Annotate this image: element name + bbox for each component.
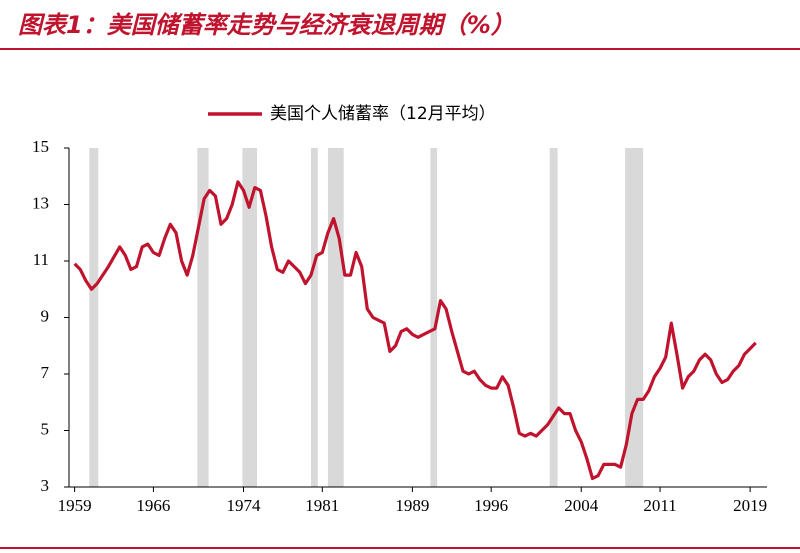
recession-band (327, 148, 344, 487)
legend-label: 美国个人储蓄率（12月平均） (270, 104, 496, 124)
x-tick-label: 1966 (136, 496, 170, 515)
chart-title: 图表1：美国储蓄率走势与经济衰退周期（%） (18, 11, 515, 39)
x-tick-label: 1981 (305, 496, 339, 515)
recession-band (242, 148, 258, 487)
recession-band (197, 148, 209, 487)
x-tick-label: 1996 (474, 496, 508, 515)
y-tick-label: 9 (41, 306, 50, 325)
recession-band (430, 148, 438, 487)
y-tick-label: 11 (33, 250, 49, 269)
x-tick-label: 1989 (395, 496, 429, 515)
x-tick-label: 2004 (564, 496, 599, 515)
x-tick-label: 2019 (733, 496, 767, 515)
x-tick-label: 1974 (227, 496, 262, 515)
x-tick-label: 1959 (58, 496, 92, 515)
y-tick-label: 13 (32, 193, 49, 212)
y-tick-label: 15 (32, 137, 49, 156)
series-line (73, 180, 757, 481)
x-tick-label: 2011 (643, 496, 676, 515)
recession-band (625, 148, 644, 487)
y-tick-label: 3 (41, 476, 50, 495)
recession-band (549, 148, 558, 487)
y-tick-label: 7 (41, 363, 50, 382)
recession-band (89, 148, 99, 487)
y-tick-label: 5 (41, 419, 50, 438)
recession-band (311, 148, 318, 487)
